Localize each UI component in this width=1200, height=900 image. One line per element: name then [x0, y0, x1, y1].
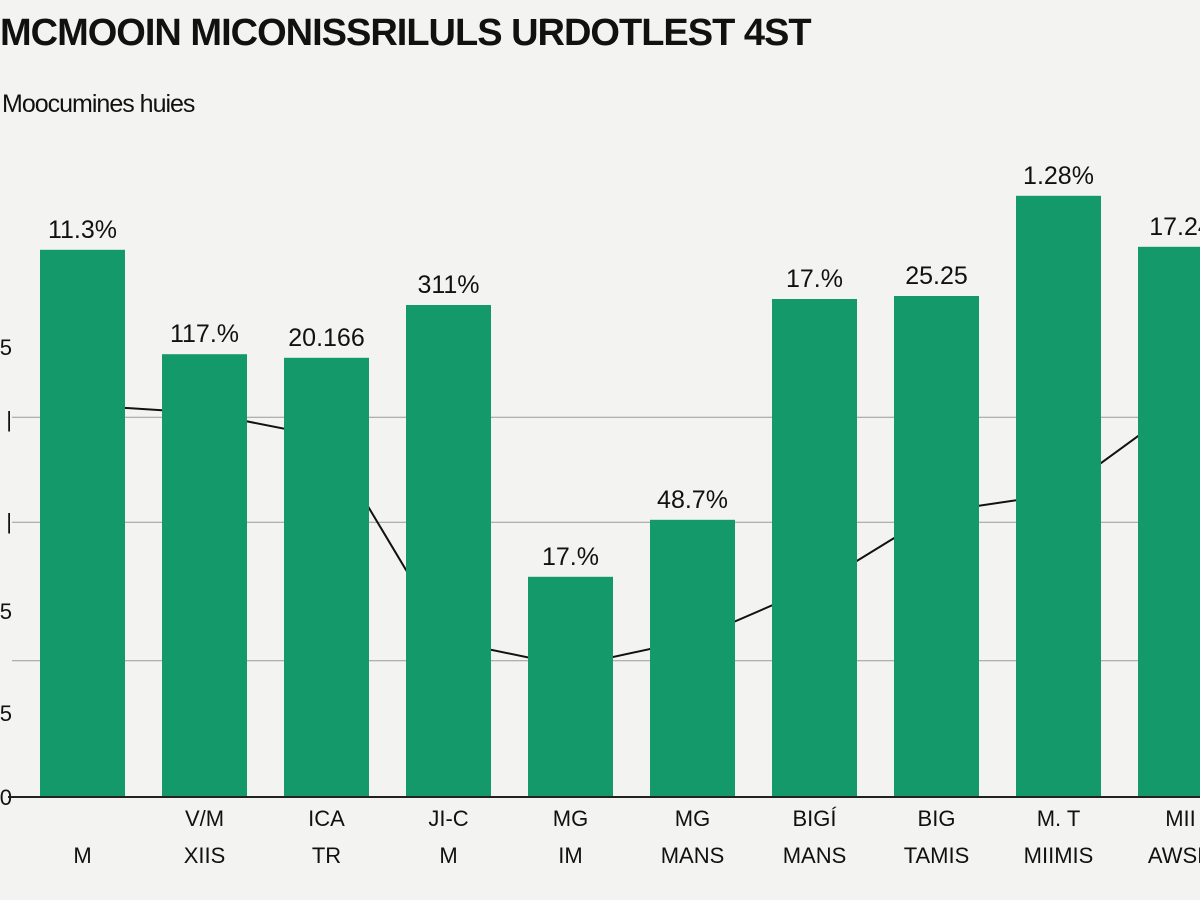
chart-title: MCMOOIN MICONISSRILULS URDOTLEST 4ST — [0, 12, 812, 54]
x-tick-label: M — [73, 843, 91, 868]
bar — [894, 296, 979, 797]
bar — [650, 519, 735, 797]
x-tick-label: MIIMIS — [1024, 843, 1094, 868]
bar-value-label: 48.7% — [657, 486, 728, 514]
x-tick-label: BIGÍ — [792, 806, 837, 831]
bar-value-label: 17.% — [542, 543, 599, 571]
bar — [1138, 246, 1200, 798]
y-tick-label: 0 — [0, 785, 12, 810]
y-tick-label: 5 — [0, 599, 12, 624]
y-tick-label: | — [6, 509, 12, 534]
x-tick-label: AWSN — [1148, 843, 1200, 868]
bar — [162, 354, 247, 797]
bar-value-label: 11.3% — [48, 216, 117, 244]
bar — [406, 305, 491, 797]
line-series — [82, 404, 1182, 668]
x-tick-label: M — [439, 843, 457, 868]
bar — [1016, 195, 1101, 798]
x-tick-label: XIIS — [184, 843, 226, 868]
x-tick-label: ICA — [308, 806, 345, 831]
x-tick-label: V/M — [185, 806, 224, 831]
bar-value-label: 25.25 — [905, 262, 968, 290]
y-tick-label: | — [6, 407, 12, 432]
chart-subtitle: Moocumines huies — [2, 90, 195, 118]
x-tick-label: TAMIS — [904, 843, 970, 868]
x-tick-label: MANS — [783, 843, 847, 868]
x-tick-label: TR — [312, 843, 341, 868]
x-tick-label: M. T — [1037, 806, 1081, 831]
bar — [772, 299, 857, 797]
bar-value-label: 311% — [417, 271, 479, 299]
bar — [528, 576, 613, 797]
x-tick-label: MII — [1165, 806, 1196, 831]
bar-value-label: 20.166 — [288, 324, 364, 352]
bar — [284, 357, 369, 797]
bar-value-label: 1.28% — [1023, 162, 1094, 190]
x-tick-label: MG — [675, 806, 710, 831]
x-tick-label: BIG — [918, 806, 956, 831]
bar-value-label: 17.24 — [1149, 213, 1200, 241]
bar-value-label: 117.% — [170, 320, 239, 348]
x-tick-label: JI-C — [428, 806, 468, 831]
x-tick-label: MG — [553, 806, 588, 831]
x-tick-label: IM — [558, 843, 582, 868]
bar — [40, 249, 125, 798]
y-tick-label: 5 — [0, 335, 12, 360]
bar-value-label: 17.% — [786, 265, 843, 293]
y-tick-label: 5 — [0, 701, 12, 726]
x-tick-label: MANS — [661, 843, 725, 868]
